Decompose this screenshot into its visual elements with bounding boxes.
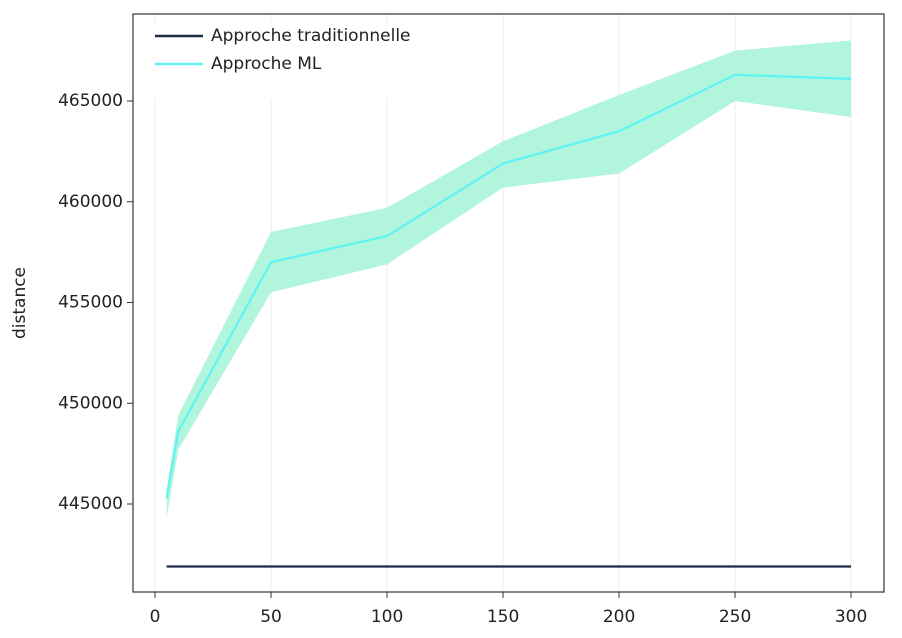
- y-tick-label: 465000: [58, 91, 123, 111]
- y-tick-label: 460000: [58, 192, 123, 212]
- x-tick-label: 150: [487, 607, 519, 627]
- legend-label: Approche traditionnelle: [211, 26, 411, 46]
- plot-frame: [132, 13, 885, 593]
- x-tick-label: 50: [260, 607, 282, 627]
- x-tick-label: 200: [603, 607, 635, 627]
- y-tick-label: 455000: [58, 293, 123, 313]
- y-axis-label: distance: [10, 267, 30, 339]
- x-tick-label: 250: [719, 607, 751, 627]
- legend-label: Approche ML: [211, 54, 322, 74]
- line: [165, 73, 852, 499]
- x-tick-label: 100: [371, 607, 403, 627]
- x-tick-label: 0: [150, 607, 161, 627]
- y-tick-label: 450000: [58, 393, 123, 413]
- y-tick-label: 445000: [58, 494, 123, 514]
- x-tick-label: 300: [835, 607, 867, 627]
- confidence-band: [166, 40, 852, 518]
